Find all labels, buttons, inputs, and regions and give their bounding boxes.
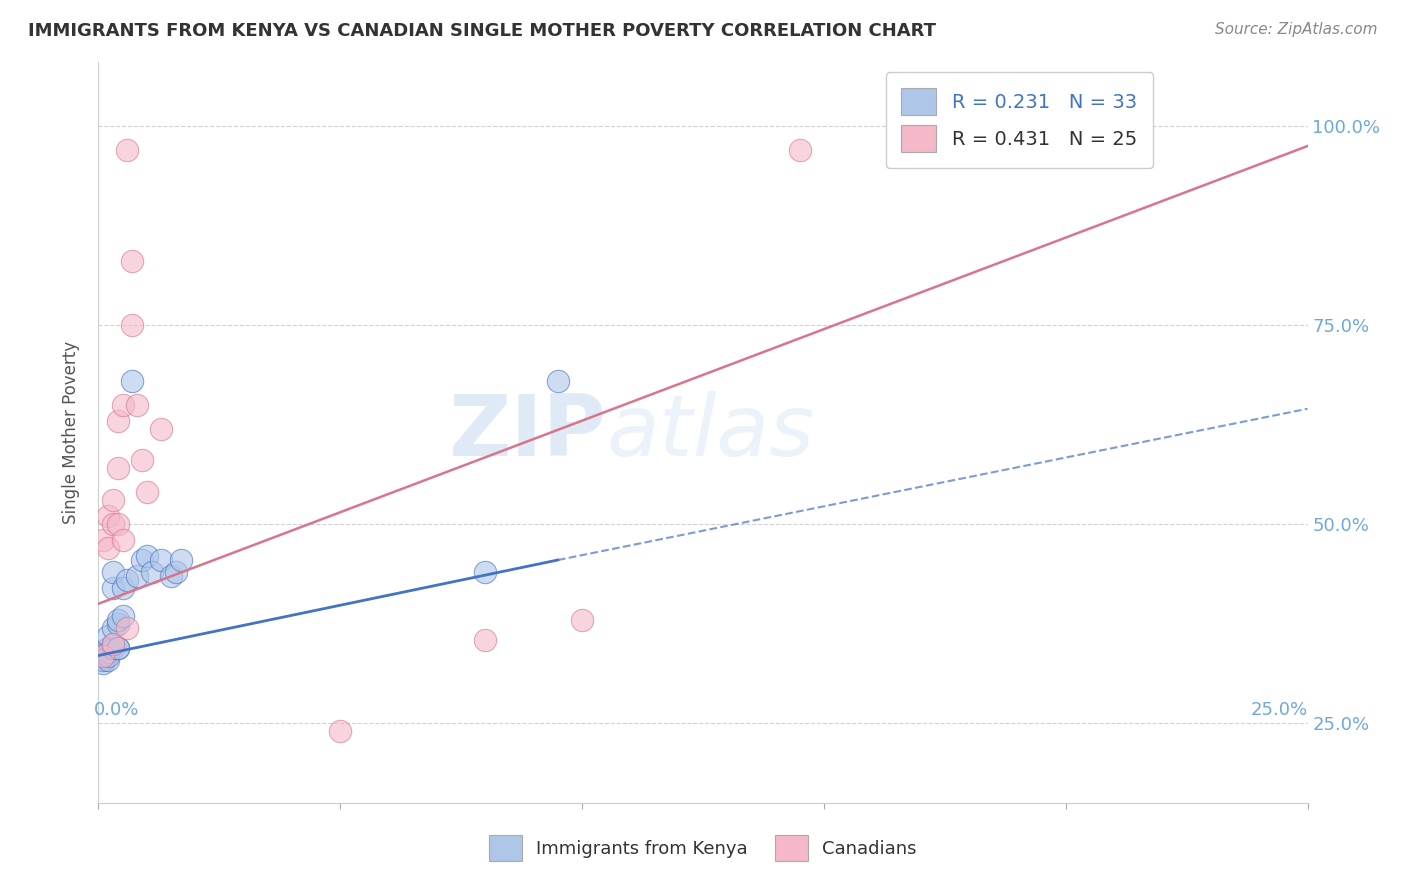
Point bbox=[97, 644, 120, 658]
Point bbox=[107, 414, 129, 428]
Point bbox=[97, 629, 120, 643]
Point bbox=[150, 553, 173, 567]
Point bbox=[107, 517, 129, 532]
Point bbox=[135, 549, 157, 563]
Point bbox=[107, 461, 129, 475]
Point bbox=[127, 398, 149, 412]
Point bbox=[121, 254, 143, 268]
Point bbox=[165, 565, 187, 579]
Point bbox=[101, 493, 124, 508]
Point bbox=[141, 565, 163, 579]
Point bbox=[107, 640, 129, 655]
Point bbox=[111, 581, 134, 595]
Point bbox=[121, 374, 143, 388]
Point bbox=[91, 648, 114, 663]
Text: atlas: atlas bbox=[606, 391, 814, 475]
Point bbox=[91, 657, 114, 671]
Point bbox=[97, 648, 120, 663]
Point bbox=[97, 644, 120, 658]
Point bbox=[1054, 119, 1077, 133]
Point bbox=[169, 553, 191, 567]
Point bbox=[101, 621, 124, 635]
Point bbox=[107, 613, 129, 627]
Text: 0.0%: 0.0% bbox=[94, 700, 139, 719]
Point bbox=[107, 616, 129, 631]
Y-axis label: Single Mother Poverty: Single Mother Poverty bbox=[62, 341, 80, 524]
Point bbox=[121, 318, 143, 333]
Point bbox=[97, 541, 120, 555]
Point bbox=[474, 565, 496, 579]
Point bbox=[101, 517, 124, 532]
Point bbox=[571, 613, 593, 627]
Point bbox=[101, 640, 124, 655]
Point bbox=[91, 648, 114, 663]
Point bbox=[789, 143, 811, 157]
Point bbox=[131, 553, 153, 567]
Legend: Immigrants from Kenya, Canadians: Immigrants from Kenya, Canadians bbox=[482, 828, 924, 868]
Point bbox=[329, 724, 352, 739]
Point bbox=[97, 652, 120, 666]
Point bbox=[160, 569, 183, 583]
Point bbox=[91, 648, 114, 663]
Text: 25.0%: 25.0% bbox=[1250, 700, 1308, 719]
Point bbox=[135, 485, 157, 500]
Point bbox=[127, 569, 149, 583]
Point bbox=[111, 398, 134, 412]
Point bbox=[91, 652, 114, 666]
Point bbox=[117, 143, 139, 157]
Point bbox=[101, 637, 124, 651]
Point bbox=[111, 533, 134, 547]
Point bbox=[101, 565, 124, 579]
Point bbox=[117, 621, 139, 635]
Point bbox=[131, 453, 153, 467]
Point bbox=[97, 509, 120, 524]
Point bbox=[547, 374, 569, 388]
Point bbox=[101, 637, 124, 651]
Text: IMMIGRANTS FROM KENYA VS CANADIAN SINGLE MOTHER POVERTY CORRELATION CHART: IMMIGRANTS FROM KENYA VS CANADIAN SINGLE… bbox=[28, 22, 936, 40]
Text: Source: ZipAtlas.com: Source: ZipAtlas.com bbox=[1215, 22, 1378, 37]
Point bbox=[97, 640, 120, 655]
Point bbox=[150, 422, 173, 436]
Point bbox=[474, 632, 496, 647]
Point bbox=[111, 608, 134, 623]
Point bbox=[101, 581, 124, 595]
Point bbox=[117, 573, 139, 587]
Point bbox=[107, 640, 129, 655]
Point bbox=[91, 533, 114, 547]
Text: ZIP: ZIP bbox=[449, 391, 606, 475]
